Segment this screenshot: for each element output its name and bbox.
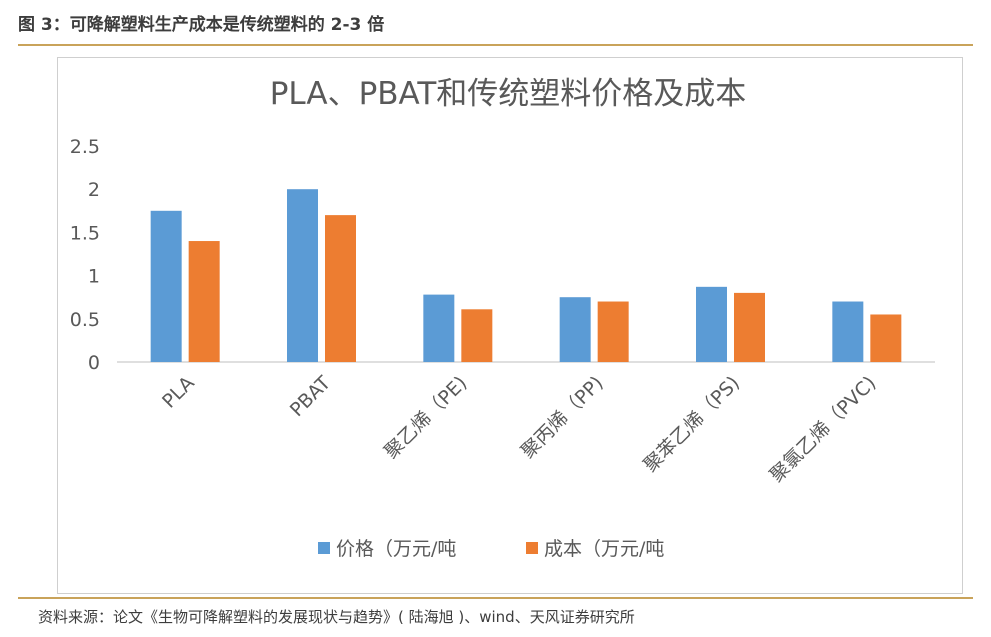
x-tick-label: 聚乙烯（PE)	[380, 372, 471, 463]
x-tick-label: 聚氯乙烯（PVC)	[766, 372, 881, 487]
chart-title: PLA、PBAT和传统塑料价格及成本	[270, 76, 747, 112]
x-tick-label: PBAT	[286, 372, 336, 422]
y-axis-ticks: 0 0.5 1 1.5 2 2.5	[70, 136, 100, 374]
header-rule	[18, 44, 973, 46]
legend-label-price: 价格（万元/吨	[336, 538, 456, 560]
y-tick-label: 1	[88, 266, 100, 288]
bar-price	[559, 297, 591, 362]
bar-cost	[734, 292, 765, 362]
legend-swatch-cost	[526, 542, 538, 554]
bar-cost	[870, 314, 902, 362]
legend-swatch-price	[318, 542, 330, 554]
x-tick-label: PLA	[158, 372, 199, 413]
bar-cost	[325, 215, 356, 362]
bar-cost	[597, 301, 629, 362]
bars	[150, 189, 902, 362]
x-axis-labels: PLA PBAT 聚乙烯（PE) 聚丙烯（PP) 聚苯乙烯（PS) 聚氯乙烯（PVC)	[158, 372, 880, 487]
figure-header: 图 3：可降解塑料生产成本是传统塑料的 2-3 倍	[18, 15, 385, 35]
legend: 价格（万元/吨 成本（万元/吨	[318, 538, 664, 560]
y-tick-label: 2.5	[70, 136, 100, 158]
bar-price	[696, 286, 727, 362]
legend-label-cost: 成本（万元/吨	[544, 538, 664, 560]
y-tick-label: 0.5	[70, 309, 100, 331]
source-note: 资料来源：论文《生物可降解塑料的发展现状与趋势》( 陆海旭 )、wind、天风证…	[38, 608, 635, 626]
bar-cost	[461, 309, 493, 362]
footer-rule	[18, 597, 973, 599]
x-tick-label: 聚丙烯（PP)	[517, 372, 608, 463]
bar-price	[423, 294, 455, 362]
bar-price	[150, 210, 182, 362]
bar-price	[287, 189, 318, 362]
x-tick-label: 聚苯乙烯（PS)	[639, 372, 744, 477]
y-tick-label: 1.5	[70, 222, 100, 244]
y-tick-label: 0	[88, 352, 100, 374]
bar-price	[832, 301, 864, 362]
y-tick-label: 2	[88, 179, 100, 201]
bar-cost	[188, 241, 220, 362]
